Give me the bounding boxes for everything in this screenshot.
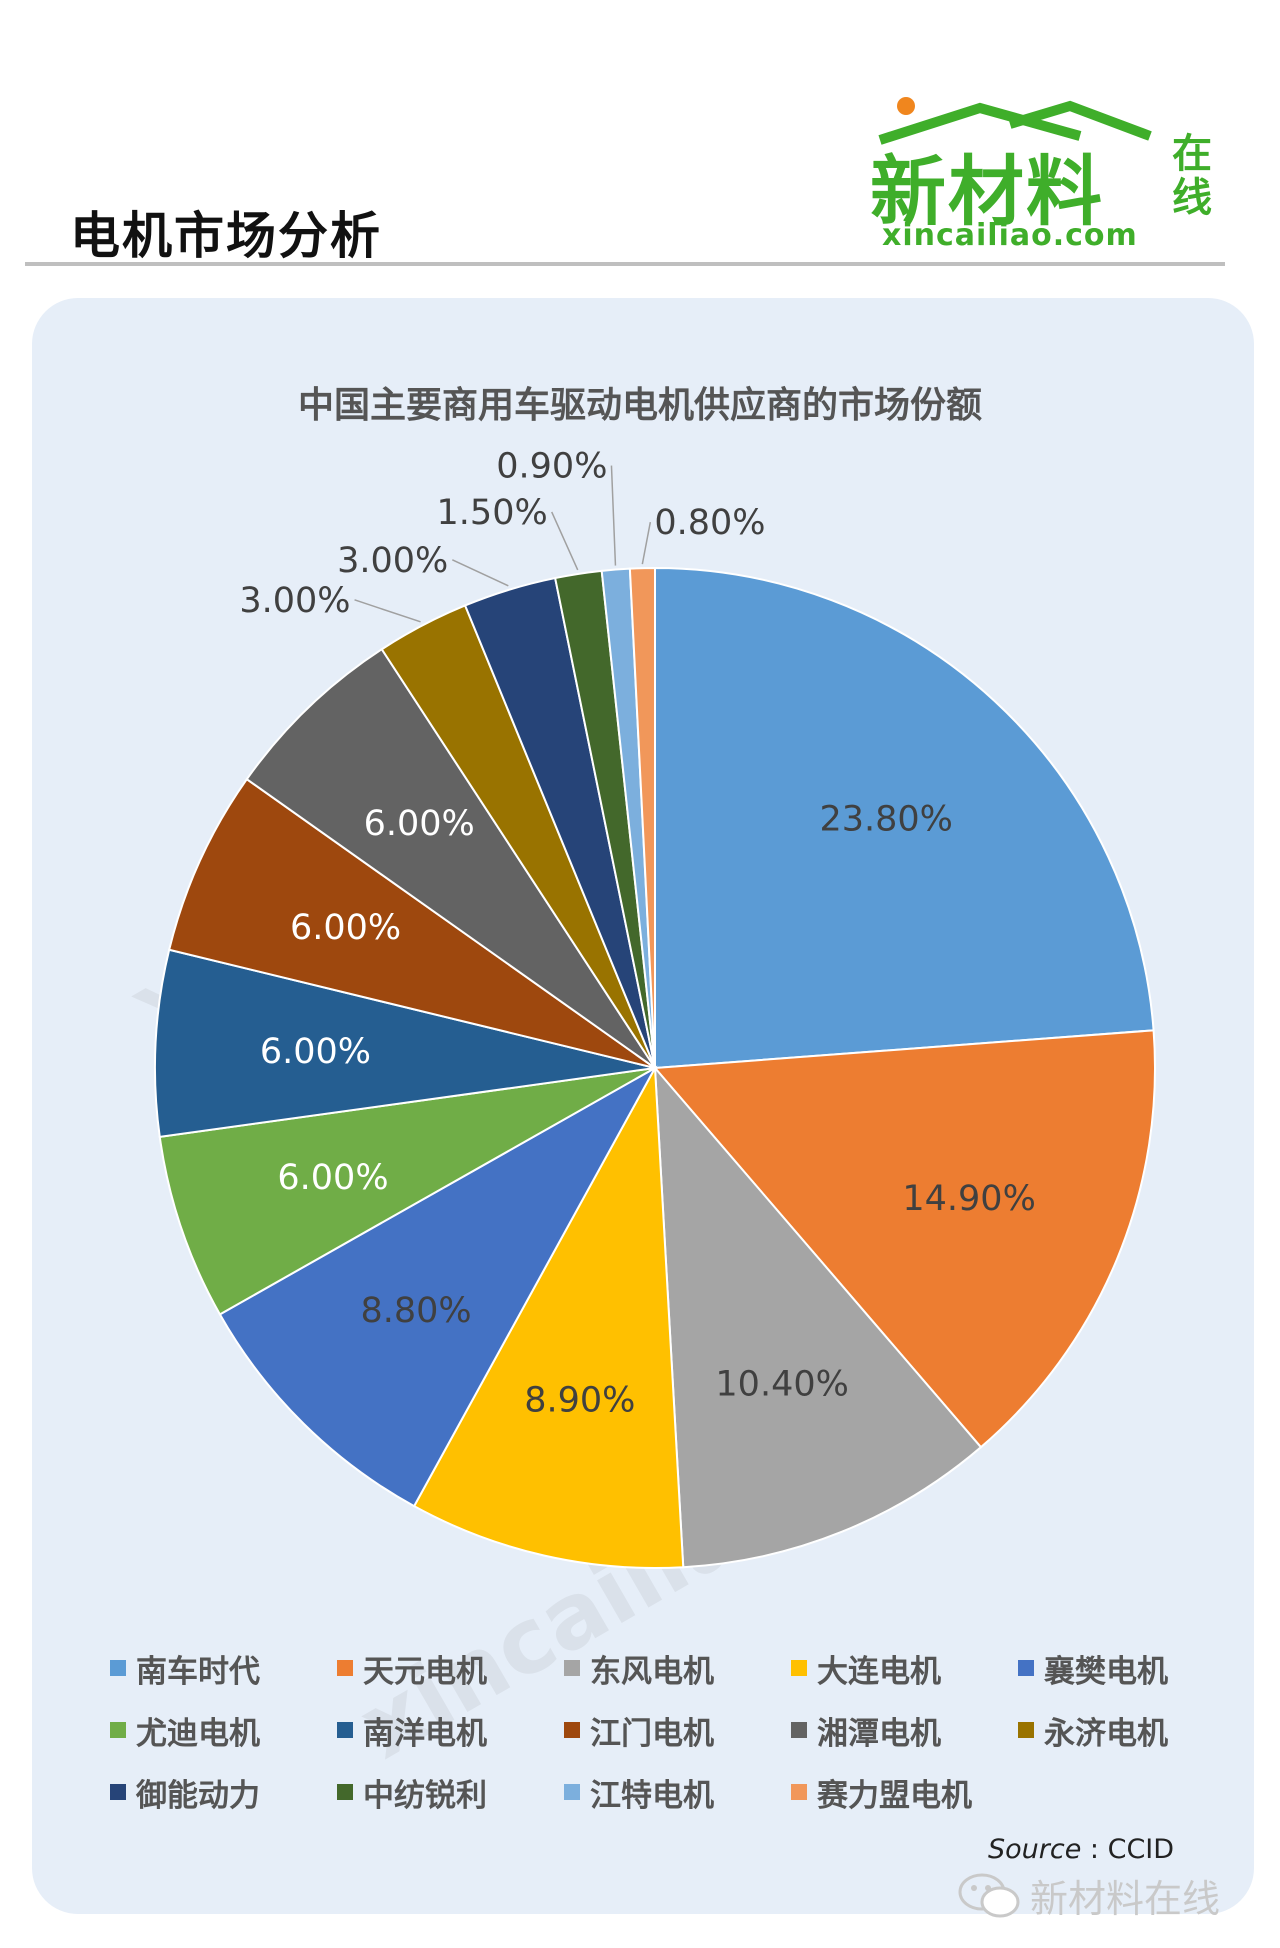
legend-item: 赛力盟电机 [791, 1772, 1018, 1814]
chart-title: 中国主要商用车驱动电机供应商的市场份额 [297, 385, 982, 426]
legend-item: 永济电机 [1018, 1710, 1245, 1752]
slice-label: 0.90% [496, 447, 607, 487]
page-title: 电机市场分析 [70, 207, 382, 265]
legend-label: 南洋电机 [363, 1715, 487, 1752]
legend-item: 襄樊电机 [1018, 1648, 1245, 1690]
legend-label: 大连电机 [817, 1653, 941, 1690]
legend-label: 天元电机 [363, 1653, 487, 1690]
legend-swatch [110, 1722, 126, 1738]
leader-line [354, 599, 421, 623]
slice-label: 8.80% [361, 1291, 472, 1331]
legend-label: 中纺锐利 [363, 1777, 487, 1814]
legend-item: 湘潭电机 [791, 1710, 1018, 1752]
slice-label: 1.50% [437, 493, 548, 533]
wechat-name: 新材料在线 [1030, 1877, 1221, 1921]
pie-slice [412, 1064, 685, 1569]
pie-slice [167, 777, 656, 1069]
logo-side-text: 在线 [1172, 131, 1212, 221]
logo-text: 新材料 [870, 147, 1104, 236]
pie-slice [153, 948, 656, 1139]
legend-label: 御能动力 [136, 1777, 260, 1814]
pie-slice [158, 1067, 656, 1316]
slice-label: 6.00% [277, 1158, 388, 1198]
legend-item: 尤迪电机 [110, 1710, 337, 1752]
legend-swatch [110, 1784, 126, 1800]
slice-label: 3.00% [239, 581, 350, 621]
legend-item: 天元电机 [337, 1648, 564, 1690]
legend-swatch [337, 1660, 353, 1676]
legend-label: 永济电机 [1044, 1715, 1168, 1752]
legend-label: 湘潭电机 [817, 1715, 941, 1752]
pie-slice [218, 1065, 658, 1508]
leader-line [452, 559, 509, 587]
slice-label: 6.00% [364, 804, 475, 844]
legend-item: 江特电机 [564, 1772, 791, 1814]
pie-slice [628, 566, 656, 1069]
pie-slice [653, 1065, 983, 1569]
legend-swatch [1018, 1660, 1034, 1676]
slice-label: 8.90% [524, 1381, 635, 1421]
slice-label: 3.00% [337, 541, 448, 581]
pie-slice [245, 647, 656, 1069]
legend-swatch [1018, 1722, 1034, 1738]
legend-swatch [791, 1660, 807, 1676]
legend-item: 大连电机 [791, 1648, 1018, 1690]
slice-label: 0.80% [654, 503, 765, 543]
legend-label: 江门电机 [590, 1715, 714, 1752]
wechat-watermark: 新材料在线 [958, 1868, 1220, 1923]
wechat-icon [958, 1873, 1020, 1917]
legend-swatch [564, 1784, 580, 1800]
legend-item: 南车时代 [110, 1648, 337, 1690]
title-divider [25, 262, 1225, 266]
source-note: Source : CCID [988, 1834, 1175, 1865]
leader-line [551, 511, 579, 571]
legend-swatch [564, 1660, 580, 1676]
legend-item: 东风电机 [564, 1648, 791, 1690]
site-logo: 新材料 在线 xincailiao.com [870, 96, 1230, 256]
slice-label: 6.00% [290, 908, 401, 948]
legend-item: 御能动力 [110, 1772, 337, 1814]
legend-swatch [337, 1784, 353, 1800]
legend-label: 赛力盟电机 [817, 1777, 972, 1814]
source-value: CCID [1107, 1834, 1175, 1865]
slice-label: 23.80% [819, 800, 952, 840]
legend-label: 东风电机 [590, 1653, 714, 1690]
legend-label: 襄樊电机 [1044, 1653, 1168, 1690]
legend-swatch [791, 1722, 807, 1738]
legend-item: 中纺锐利 [337, 1772, 564, 1814]
slice-label: 10.40% [715, 1364, 848, 1404]
pie-slice [652, 1029, 1156, 1449]
legend-swatch [564, 1722, 580, 1738]
legend-label: 尤迪电机 [136, 1715, 260, 1752]
legend-swatch [337, 1722, 353, 1738]
legend-swatch [791, 1784, 807, 1800]
legend-item: 南洋电机 [337, 1710, 564, 1752]
source-label: Source [988, 1834, 1082, 1865]
slice-label: 6.00% [260, 1032, 371, 1072]
roof-icon [878, 97, 1152, 145]
leader-line [610, 465, 617, 566]
legend-swatch [110, 1660, 126, 1676]
pie-slice [654, 566, 1155, 1070]
leader-line [641, 522, 652, 565]
pie-chart: 23.80% 14.90% 10.40% 8.90% 8.80% 6.00% 6.00% 6.… [153, 447, 1156, 1569]
legend-label: 南车时代 [136, 1653, 260, 1690]
logo-url: xincailiao.com [882, 218, 1138, 253]
chart-legend: 南车时代 天元电机 东风电机 大连电机 襄樊电机尤迪电机 南洋电机 江门电机 湘潭电机 永济电机… [110, 1648, 1210, 1814]
legend-item: 江门电机 [564, 1710, 791, 1752]
slice-label: 14.90% [902, 1179, 1035, 1219]
legend-label: 江特电机 [590, 1777, 714, 1814]
